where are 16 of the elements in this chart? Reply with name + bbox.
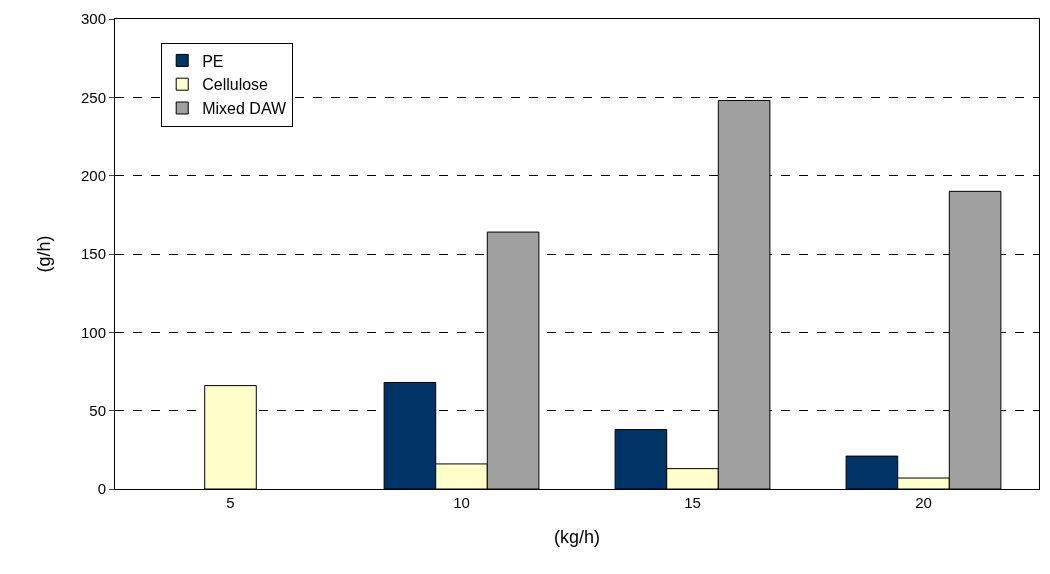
x-tick-label: 5 <box>226 494 235 511</box>
y-tick-label: 300 <box>80 10 106 28</box>
y-tick-label: 100 <box>80 323 106 341</box>
legend-label: PE <box>202 52 224 70</box>
legend-label: Mixed DAW <box>202 100 287 118</box>
x-tick-label: 20 <box>915 494 932 511</box>
y-tick-label: 0 <box>97 480 106 498</box>
x-tick-label: 15 <box>684 494 701 511</box>
y-tick-label: 200 <box>80 166 106 184</box>
x-axis-title: (kg/h) <box>553 527 601 548</box>
legend-label: Cellulose <box>202 76 269 94</box>
y-tick-label: 150 <box>80 245 106 263</box>
x-tick-label: 10 <box>453 494 470 511</box>
y-axis-title: (g/h) <box>34 235 55 273</box>
y-tick-label: 50 <box>89 401 106 419</box>
y-tick-label: 250 <box>80 88 106 106</box>
